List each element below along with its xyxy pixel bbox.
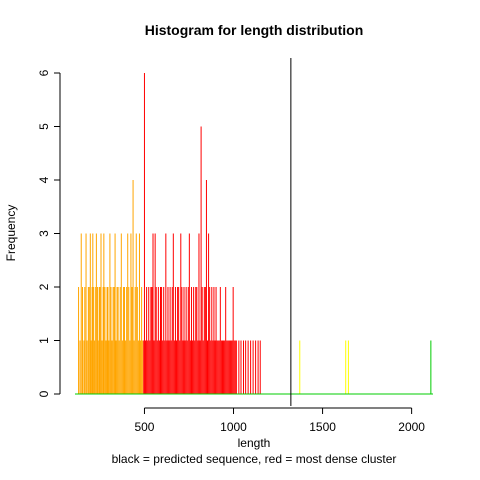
chart-subtitle: black = predicted sequence, red = most d… xyxy=(112,452,397,466)
x-tick-label-1: 1000 xyxy=(220,420,247,434)
y-tick-label-6: 6 xyxy=(37,69,51,76)
y-tick-label-3: 3 xyxy=(37,230,51,237)
x-tick-label-0: 500 xyxy=(134,420,154,434)
chart-title: Histogram for length distribution xyxy=(145,22,364,38)
y-axis: 0 1 2 3 4 5 6 xyxy=(37,69,61,397)
y-tick-label-0: 0 xyxy=(37,390,51,397)
x-axis-label: length xyxy=(238,436,271,450)
y-tick-label-4: 4 xyxy=(37,176,51,183)
x-tick-label-2: 1500 xyxy=(309,420,336,434)
x-tick-label-3: 2000 xyxy=(398,420,425,434)
y-tick-label-1: 1 xyxy=(37,337,51,344)
y-tick-label-5: 5 xyxy=(37,123,51,130)
bars-group xyxy=(78,73,432,394)
x-axis: 500 1000 1500 2000 xyxy=(134,407,425,434)
y-tick-label-2: 2 xyxy=(37,283,51,290)
y-axis-label: Frequency xyxy=(4,205,18,262)
